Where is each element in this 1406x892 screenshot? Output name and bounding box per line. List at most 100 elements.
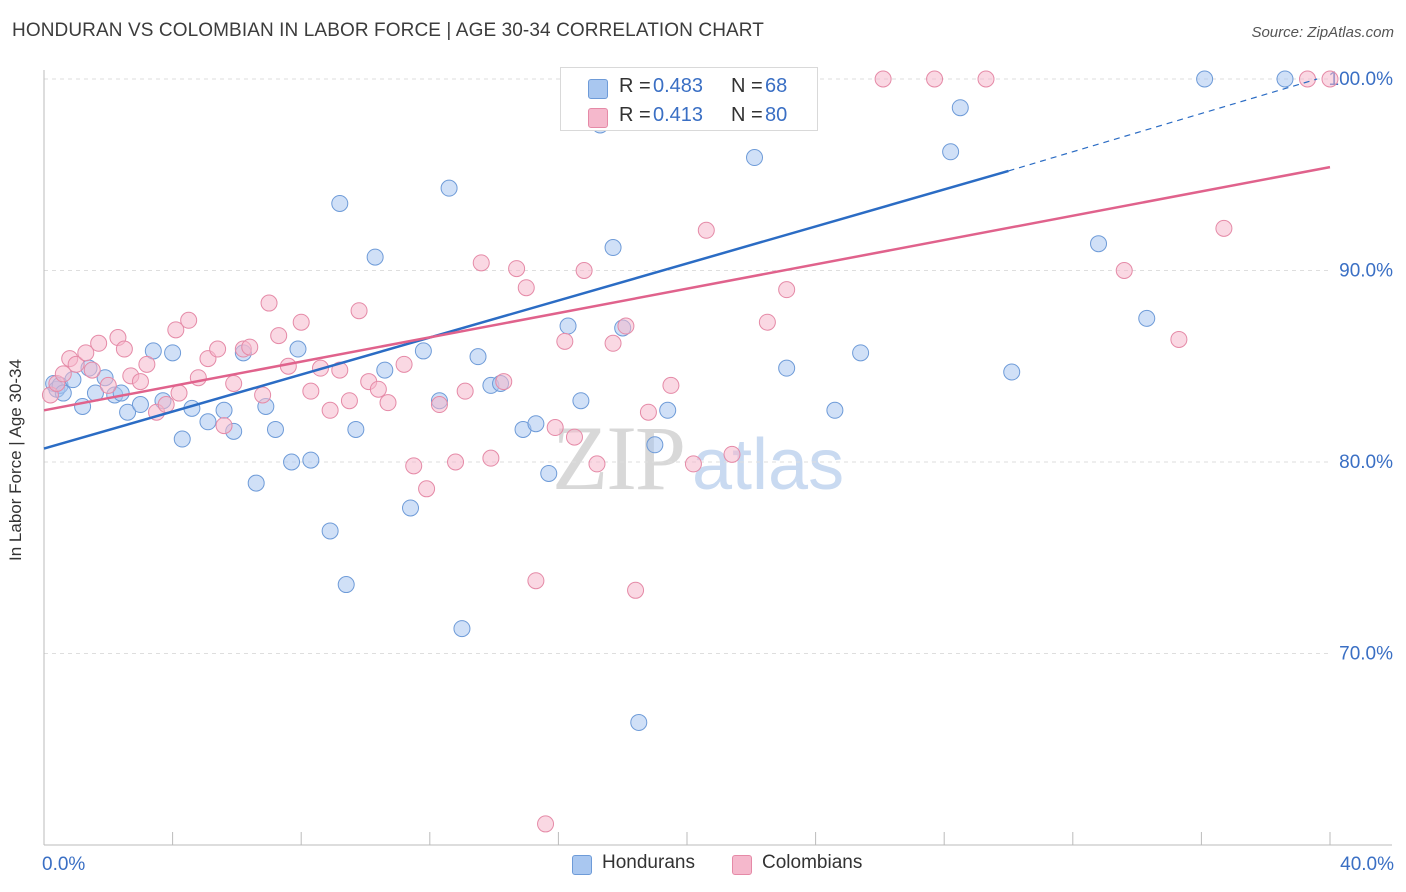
- data-point: [926, 70, 944, 88]
- data-point: [627, 581, 645, 599]
- data-point: [170, 384, 188, 402]
- data-point: [575, 262, 593, 279]
- data-point: [951, 99, 969, 117]
- x-tick-label: 0.0%: [42, 854, 85, 875]
- data-point: [546, 419, 564, 437]
- data-point: [447, 453, 465, 471]
- data-point: [138, 355, 156, 373]
- legend-swatch-colombians: [588, 108, 608, 128]
- watermark: ZIP atlas: [552, 407, 845, 509]
- regression-line: [43, 169, 1009, 450]
- data-point: [430, 396, 448, 414]
- data-point: [350, 302, 368, 320]
- data-point: [495, 373, 513, 391]
- data-point: [414, 342, 432, 360]
- data-point: [157, 396, 175, 414]
- data-point: [537, 815, 555, 833]
- data-point: [517, 279, 535, 297]
- legend-series: Hondurans Colombians: [0, 850, 1406, 880]
- data-point: [646, 436, 664, 454]
- data-point: [405, 457, 423, 475]
- data-point: [289, 340, 307, 358]
- data-point: [482, 449, 500, 467]
- legend-swatch: [732, 855, 752, 875]
- data-point: [395, 355, 413, 373]
- data-point: [662, 376, 680, 394]
- data-point: [54, 365, 72, 383]
- data-point: [604, 239, 622, 257]
- data-point: [180, 311, 198, 329]
- legend-stats: R = 0.483 N = 68 R = 0.413 N = 80: [560, 67, 818, 131]
- y-tick-label: 100.0%: [1329, 69, 1394, 90]
- data-point: [254, 386, 272, 404]
- data-point: [340, 392, 358, 410]
- data-point: [292, 313, 310, 331]
- data-point: [1170, 330, 1188, 348]
- data-point: [247, 474, 265, 492]
- data-point: [469, 348, 487, 366]
- data-point: [527, 572, 545, 590]
- data-point: [215, 417, 233, 435]
- y-tick-label: 70.0%: [1339, 644, 1393, 665]
- data-point: [119, 403, 137, 421]
- data-point: [697, 221, 715, 239]
- data-point: [266, 420, 284, 438]
- data-point: [167, 321, 185, 339]
- data-point: [826, 401, 844, 419]
- data-point: [572, 392, 590, 410]
- data-point: [302, 451, 320, 469]
- data-point: [77, 344, 95, 362]
- data-point: [1138, 309, 1156, 327]
- data-point: [1321, 70, 1339, 88]
- data-point: [321, 522, 339, 540]
- data-point: [209, 340, 227, 358]
- data-point: [376, 361, 394, 379]
- data-point: [99, 376, 117, 394]
- data-point: [540, 464, 558, 482]
- data-point: [131, 396, 149, 414]
- data-point: [977, 70, 995, 88]
- data-point: [684, 455, 702, 473]
- data-point: [321, 401, 339, 419]
- data-point: [758, 313, 776, 331]
- legend-row-colombians: R = 0.413 N = 80: [561, 99, 817, 129]
- n-value: 68: [765, 75, 788, 97]
- data-point: [559, 317, 577, 335]
- data-point: [556, 332, 574, 350]
- data-point: [331, 194, 349, 212]
- data-point: [456, 382, 474, 400]
- data-point: [379, 394, 397, 412]
- data-point: [1215, 219, 1233, 237]
- data-point: [331, 361, 349, 379]
- data-point: [630, 713, 648, 731]
- data-point: [440, 179, 458, 197]
- data-point: [639, 403, 657, 421]
- data-point: [83, 361, 101, 379]
- data-point: [283, 453, 301, 471]
- data-point: [942, 143, 960, 161]
- data-point: [1276, 70, 1294, 88]
- data-point: [418, 480, 436, 498]
- data-point: [67, 355, 85, 373]
- data-point: [508, 260, 526, 278]
- data-point: [347, 420, 365, 438]
- data-point: [225, 374, 243, 392]
- data-point: [115, 340, 133, 358]
- data-point: [337, 576, 355, 594]
- data-point: [778, 359, 796, 377]
- data-point: [270, 327, 288, 345]
- data-point: [1196, 70, 1214, 88]
- chart-title: HONDURAN VS COLOMBIAN IN LABOR FORCE | A…: [12, 20, 764, 41]
- data-point: [778, 281, 796, 299]
- data-point: [588, 455, 606, 473]
- data-point: [90, 334, 108, 352]
- source-credit: Source: ZipAtlas.com: [1251, 24, 1394, 41]
- data-point: [565, 428, 583, 446]
- regression-extension: [1008, 78, 1318, 172]
- legend-row-hondurans: R = 0.483 N = 68: [561, 70, 817, 100]
- legend-swatch-hondurans: [588, 79, 608, 99]
- data-point: [241, 338, 259, 356]
- data-point: [199, 413, 217, 431]
- data-point: [659, 401, 677, 419]
